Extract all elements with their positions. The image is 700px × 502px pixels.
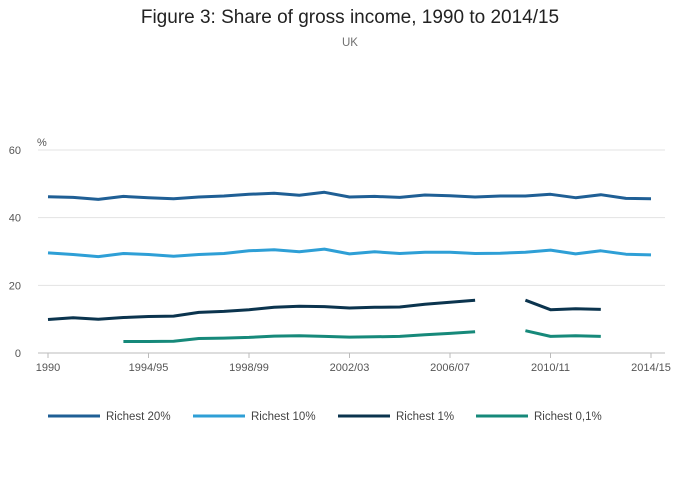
legend-item[interactable]: Richest 10% <box>193 411 316 423</box>
y-tick-label: 0 <box>15 348 21 360</box>
legend-label: Richest 1% <box>396 411 454 423</box>
y-tick-labels: 0 20 40 60 <box>9 145 21 360</box>
y-tick-label: 20 <box>9 280 21 292</box>
legend-label: Richest 20% <box>106 411 171 423</box>
y-axis-label: % <box>37 137 47 149</box>
legend-item[interactable]: Richest 0,1% <box>476 411 602 423</box>
x-tick-label: 2010/11 <box>531 362 570 374</box>
legend-item[interactable]: Richest 20% <box>48 411 171 423</box>
x-tick-label: 2006/07 <box>430 362 470 374</box>
x-tick-label: 1990 <box>36 362 60 374</box>
x-tick-label: 2014/15 <box>631 362 671 374</box>
series-line-0 <box>47 190 652 201</box>
x-tick-labels: 1990 1994/95 1998/99 2002/03 2006/07 2010/11 2… <box>36 353 671 374</box>
legend: Richest 20% Richest 10% Richest 1% Richest … <box>48 411 602 423</box>
chart-subtitle: UK <box>342 37 358 49</box>
legend-label: Richest 10% <box>251 411 316 423</box>
series-line-3 <box>123 329 601 343</box>
y-tick-label: 60 <box>9 145 21 157</box>
legend-label: Richest 0,1% <box>534 411 602 423</box>
series-line-2 <box>47 298 601 321</box>
series-lines <box>47 190 652 343</box>
x-tick-label: 1994/95 <box>129 362 169 374</box>
series-line-1 <box>47 247 652 259</box>
chart-title: Figure 3: Share of gross income, 1990 to… <box>140 7 560 28</box>
y-tick-label: 40 <box>9 213 21 225</box>
x-tick-label: 2002/03 <box>330 362 370 374</box>
legend-item[interactable]: Richest 1% <box>338 411 454 423</box>
x-tick-label: 1998/99 <box>229 362 269 374</box>
gridlines <box>38 149 665 354</box>
